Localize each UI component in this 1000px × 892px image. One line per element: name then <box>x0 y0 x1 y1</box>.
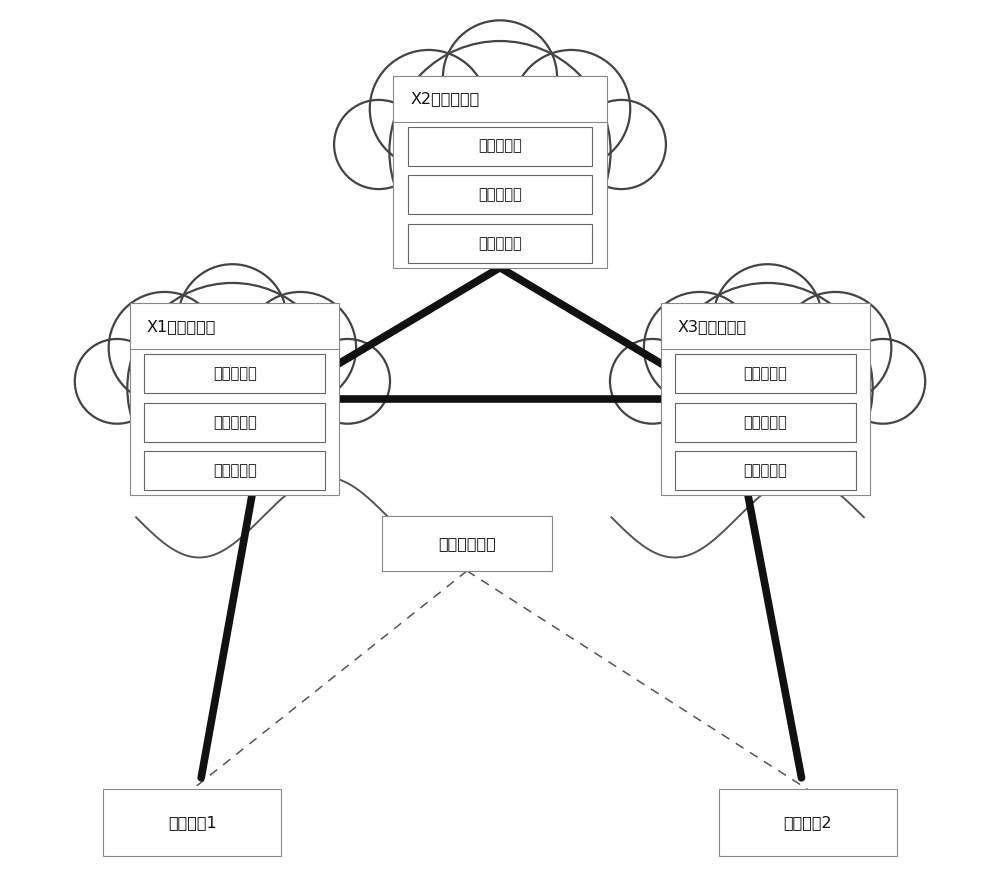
Text: 转发服务器: 转发服务器 <box>478 187 522 202</box>
FancyBboxPatch shape <box>675 354 856 393</box>
FancyBboxPatch shape <box>719 789 897 856</box>
FancyBboxPatch shape <box>144 451 325 491</box>
FancyBboxPatch shape <box>675 403 856 442</box>
Text: 转发服务器: 转发服务器 <box>743 463 787 478</box>
Text: 转发服务器: 转发服务器 <box>213 463 257 478</box>
Text: 通信终端1: 通信终端1 <box>168 815 217 830</box>
FancyBboxPatch shape <box>408 127 592 166</box>
Text: 转发服务器: 转发服务器 <box>478 138 522 153</box>
Text: 转发服务器: 转发服务器 <box>743 415 787 430</box>
Text: 转发服务器: 转发服务器 <box>743 366 787 381</box>
FancyBboxPatch shape <box>103 789 281 856</box>
Text: 转发服务器: 转发服务器 <box>478 235 522 251</box>
FancyBboxPatch shape <box>393 76 607 268</box>
Text: X1云服务器池: X1云服务器池 <box>147 318 216 334</box>
FancyBboxPatch shape <box>382 516 552 571</box>
FancyBboxPatch shape <box>661 303 870 495</box>
FancyBboxPatch shape <box>408 224 592 263</box>
FancyBboxPatch shape <box>144 354 325 393</box>
Text: 转发服务器: 转发服务器 <box>213 415 257 430</box>
Text: 通信终端2: 通信终端2 <box>783 815 832 830</box>
Text: X2云服务器池: X2云服务器池 <box>410 91 479 106</box>
Text: 网络管理单元: 网络管理单元 <box>438 536 496 550</box>
Text: 转发服务器: 转发服务器 <box>213 366 257 381</box>
FancyBboxPatch shape <box>130 303 339 495</box>
FancyBboxPatch shape <box>675 451 856 491</box>
FancyBboxPatch shape <box>144 403 325 442</box>
FancyBboxPatch shape <box>408 176 592 214</box>
Text: X3云服务器池: X3云服务器池 <box>677 318 746 334</box>
